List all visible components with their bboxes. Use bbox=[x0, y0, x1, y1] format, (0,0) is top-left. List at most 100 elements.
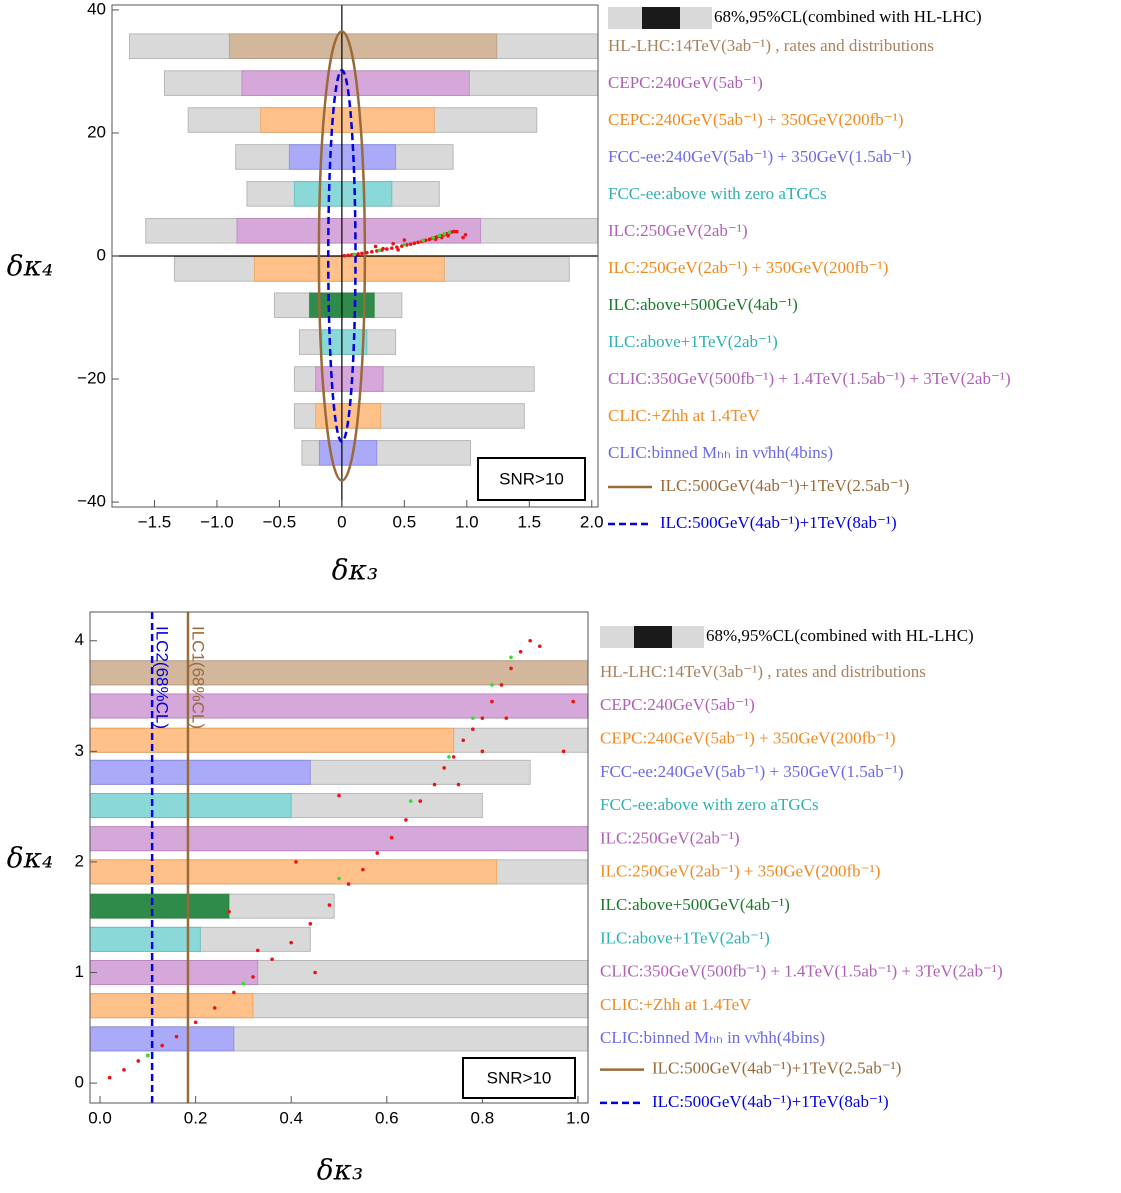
point bbox=[461, 738, 466, 743]
x-tick-label: −1.0 bbox=[200, 512, 234, 531]
point bbox=[408, 242, 413, 246]
point bbox=[455, 229, 459, 234]
ci68-bar bbox=[228, 33, 498, 60]
x-tick-label: 0.4 bbox=[279, 1108, 303, 1127]
point bbox=[212, 1006, 217, 1010]
legend-label: HL-LHC:14TeV(3ab⁻¹) , rates and distribu… bbox=[600, 662, 926, 681]
point bbox=[447, 230, 452, 235]
ellipse bbox=[317, 30, 367, 482]
legend-label: ILC:above+500GeV(4ab⁻¹) bbox=[600, 895, 790, 914]
point bbox=[360, 251, 364, 256]
point bbox=[518, 650, 523, 654]
point bbox=[270, 957, 274, 962]
point bbox=[490, 699, 494, 704]
legend-label: ILC:500GeV(4ab⁻¹)+1TeV(8ab⁻¹) bbox=[652, 1092, 889, 1111]
legend-label: FCC-ee:240GeV(5ab⁻¹) + 350GeV(1.5ab⁻¹) bbox=[608, 147, 912, 166]
legend-label: CLIC:+Zhh at 1.4TeV bbox=[608, 406, 760, 425]
point bbox=[471, 727, 475, 732]
point bbox=[313, 970, 317, 975]
ci68-bar bbox=[90, 993, 254, 1019]
x-tick-label: 1.0 bbox=[566, 1108, 590, 1127]
point bbox=[499, 683, 504, 687]
ci68-bar bbox=[90, 859, 498, 885]
point bbox=[342, 253, 347, 258]
legend-label: HL-LHC:14TeV(3ab⁻¹) , rates and distribu… bbox=[608, 36, 934, 55]
legend-label: CEPC:240GeV(5ab⁻¹) + 350GeV(200fb⁻¹) bbox=[608, 110, 904, 129]
x-axis-label: δκ₃ bbox=[332, 554, 378, 587]
point bbox=[375, 851, 380, 855]
point bbox=[390, 246, 394, 250]
legend-label: CLIC:350GeV(500fb⁻¹) + 1.4TeV(1.5ab⁻¹) +… bbox=[608, 369, 1011, 388]
ci68-bar bbox=[288, 144, 397, 170]
ci68-bar bbox=[260, 107, 435, 133]
point bbox=[107, 1075, 112, 1080]
point bbox=[160, 1043, 164, 1048]
line-label: ILC1(68%CL) bbox=[188, 626, 207, 729]
chart: HL-LHC:14TeV(3ab⁻¹) , rates and distribu… bbox=[7, 611, 1003, 1187]
legend-label: FCC-ee:above with zero aTGCs bbox=[608, 184, 827, 203]
point bbox=[509, 655, 513, 660]
point bbox=[416, 240, 420, 245]
point bbox=[490, 683, 494, 687]
point bbox=[421, 238, 425, 243]
y-axis-label: δκ₄ bbox=[7, 842, 53, 875]
point bbox=[528, 638, 532, 643]
point bbox=[480, 716, 485, 720]
point bbox=[377, 248, 382, 253]
point bbox=[385, 247, 389, 251]
point bbox=[146, 1053, 150, 1058]
plot-area bbox=[90, 612, 588, 1103]
point bbox=[396, 248, 400, 252]
point bbox=[255, 948, 260, 953]
x-tick-label: 0.8 bbox=[471, 1108, 495, 1127]
legend-label: ILC:250GeV(2ab⁻¹) bbox=[608, 221, 748, 240]
ci68-bar bbox=[253, 256, 445, 282]
legend-label: ILC:above+1TeV(2ab⁻¹) bbox=[600, 928, 770, 947]
point bbox=[361, 867, 365, 872]
ci68-bar bbox=[90, 759, 311, 785]
ci68-bar bbox=[90, 959, 259, 986]
point bbox=[395, 245, 399, 249]
legend-label: FCC-ee:above with zero aTGCs bbox=[600, 795, 819, 814]
point bbox=[352, 252, 357, 257]
legend-label: ILC:250GeV(2ab⁻¹) bbox=[600, 828, 740, 847]
legend-label: ILC:above+1TeV(2ab⁻¹) bbox=[608, 332, 778, 351]
ci68-bar bbox=[90, 727, 455, 753]
x-tick-label: −0.5 bbox=[263, 512, 297, 531]
point bbox=[365, 250, 369, 255]
annotation-box bbox=[462, 1057, 576, 1099]
point bbox=[461, 235, 465, 240]
legend-label: ILC:250GeV(2ab⁻¹) + 350GeV(200fb⁻¹) bbox=[600, 862, 880, 881]
legend-label: ILC:500GeV(4ab⁻¹)+1TeV(2.5ab⁻¹) bbox=[660, 476, 909, 495]
legend-label: FCC-ee:240GeV(5ab⁻¹) + 350GeV(1.5ab⁻¹) bbox=[600, 762, 904, 781]
point bbox=[122, 1068, 126, 1072]
y-tick-label: 4 bbox=[75, 630, 84, 649]
ci68-bar bbox=[90, 826, 588, 852]
legend-label: ILC:250GeV(2ab⁻¹) + 350GeV(200fb⁻¹) bbox=[608, 258, 888, 277]
y-tick-label: 1 bbox=[75, 962, 84, 981]
ellipse bbox=[327, 68, 357, 444]
point bbox=[308, 922, 313, 926]
legend-label: CLIC:350GeV(500fb⁻¹) + 1.4TeV(1.5ab⁻¹) +… bbox=[600, 962, 1003, 981]
point bbox=[289, 940, 294, 945]
point bbox=[446, 233, 450, 238]
y-tick-label: 0 bbox=[75, 1073, 84, 1092]
point bbox=[432, 782, 437, 787]
ci68-bar bbox=[90, 660, 588, 686]
point bbox=[337, 793, 341, 798]
y-tick-label: 3 bbox=[75, 741, 84, 760]
point bbox=[391, 241, 395, 246]
point bbox=[463, 232, 468, 237]
legend-label: CEPC:240GeV(5ab⁻¹) + 350GeV(200fb⁻¹) bbox=[600, 729, 896, 748]
point bbox=[381, 246, 385, 251]
legend-label: ILC:500GeV(4ab⁻¹)+1TeV(2.5ab⁻¹) bbox=[652, 1059, 901, 1078]
y-tick-label: 20 bbox=[87, 122, 106, 141]
point bbox=[337, 876, 341, 881]
ci68-bar bbox=[90, 1026, 235, 1052]
legend-label: CLIC:+Zhh at 1.4TeV bbox=[600, 995, 752, 1014]
legend-swatch-68 bbox=[634, 626, 672, 648]
x-tick-label: 0.5 bbox=[393, 512, 417, 531]
legend-label: CLIC:binned Mₕₕ in νν̄hh(4bins) bbox=[608, 443, 833, 462]
point bbox=[504, 716, 509, 720]
